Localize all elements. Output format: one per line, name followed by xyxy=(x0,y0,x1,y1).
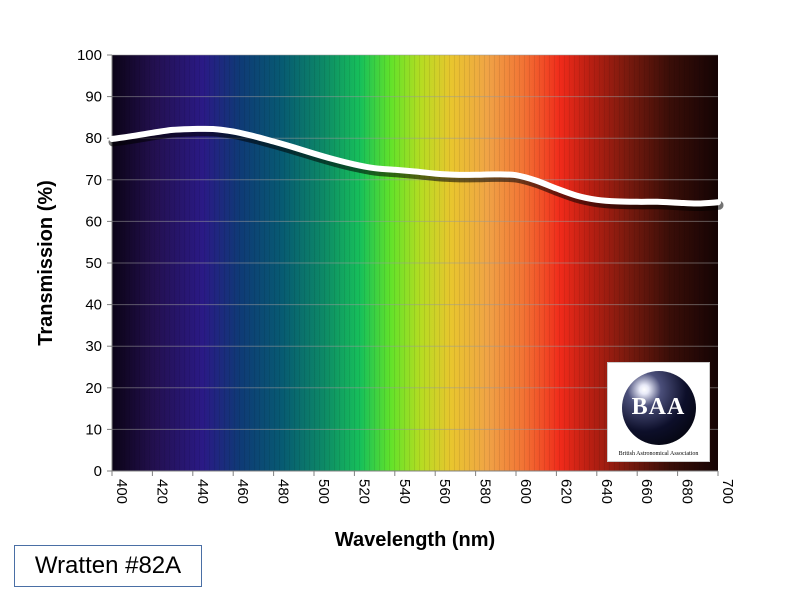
x-tick-label: 700 xyxy=(719,479,736,504)
y-tick-label: 90 xyxy=(85,89,102,106)
x-tick-label: 680 xyxy=(679,479,696,504)
y-tick-label: 80 xyxy=(85,130,102,147)
x-tick-label: 480 xyxy=(275,479,292,504)
baa-logo: BAA British Astronomical Association xyxy=(607,362,710,462)
x-axis-title: Wavelength (nm) xyxy=(335,529,495,551)
x-tick-label: 620 xyxy=(557,479,574,504)
x-tick-label: 400 xyxy=(113,479,130,504)
x-tick-label: 440 xyxy=(194,479,211,504)
y-tick-label: 20 xyxy=(85,380,102,397)
y-tick-label: 0 xyxy=(94,463,102,480)
logo-subtext: British Astronomical Association xyxy=(618,451,699,457)
axes xyxy=(107,54,719,476)
x-tick-label: 540 xyxy=(396,479,413,504)
x-tick-label: 600 xyxy=(517,479,534,504)
y-tick-label: 40 xyxy=(85,297,102,314)
logo-text: BAA xyxy=(631,393,686,420)
x-tick-label: 560 xyxy=(436,479,453,504)
x-tick-labels: 400 420 440 460 480 500 520 540 560 580 600 620 640 6… xyxy=(113,479,736,504)
y-tick-label: 100 xyxy=(77,47,102,64)
series-layer xyxy=(108,125,724,212)
y-tick-label: 30 xyxy=(85,338,102,355)
x-tick-label: 640 xyxy=(598,479,615,504)
x-tick-label: 660 xyxy=(638,479,655,504)
x-tick-label: 420 xyxy=(153,479,170,504)
x-tick-label: 460 xyxy=(234,479,251,504)
y-tick-labels: 0 10 20 30 40 50 60 70 80 90 100 xyxy=(77,47,102,480)
y-tick-label: 50 xyxy=(85,255,102,272)
y-axis-title: Transmission (%) xyxy=(35,180,57,346)
grid-lines xyxy=(112,54,718,430)
filter-label: Wratten #82A xyxy=(14,545,202,587)
series-line xyxy=(109,125,721,207)
y-tick-label: 60 xyxy=(85,213,102,230)
y-tick-label: 10 xyxy=(85,421,102,438)
x-tick-label: 520 xyxy=(355,479,372,504)
y-tick-label: 70 xyxy=(85,172,102,189)
x-tick-label: 580 xyxy=(477,479,494,504)
x-tick-label: 500 xyxy=(315,479,332,504)
logo-star-disc xyxy=(622,371,696,445)
